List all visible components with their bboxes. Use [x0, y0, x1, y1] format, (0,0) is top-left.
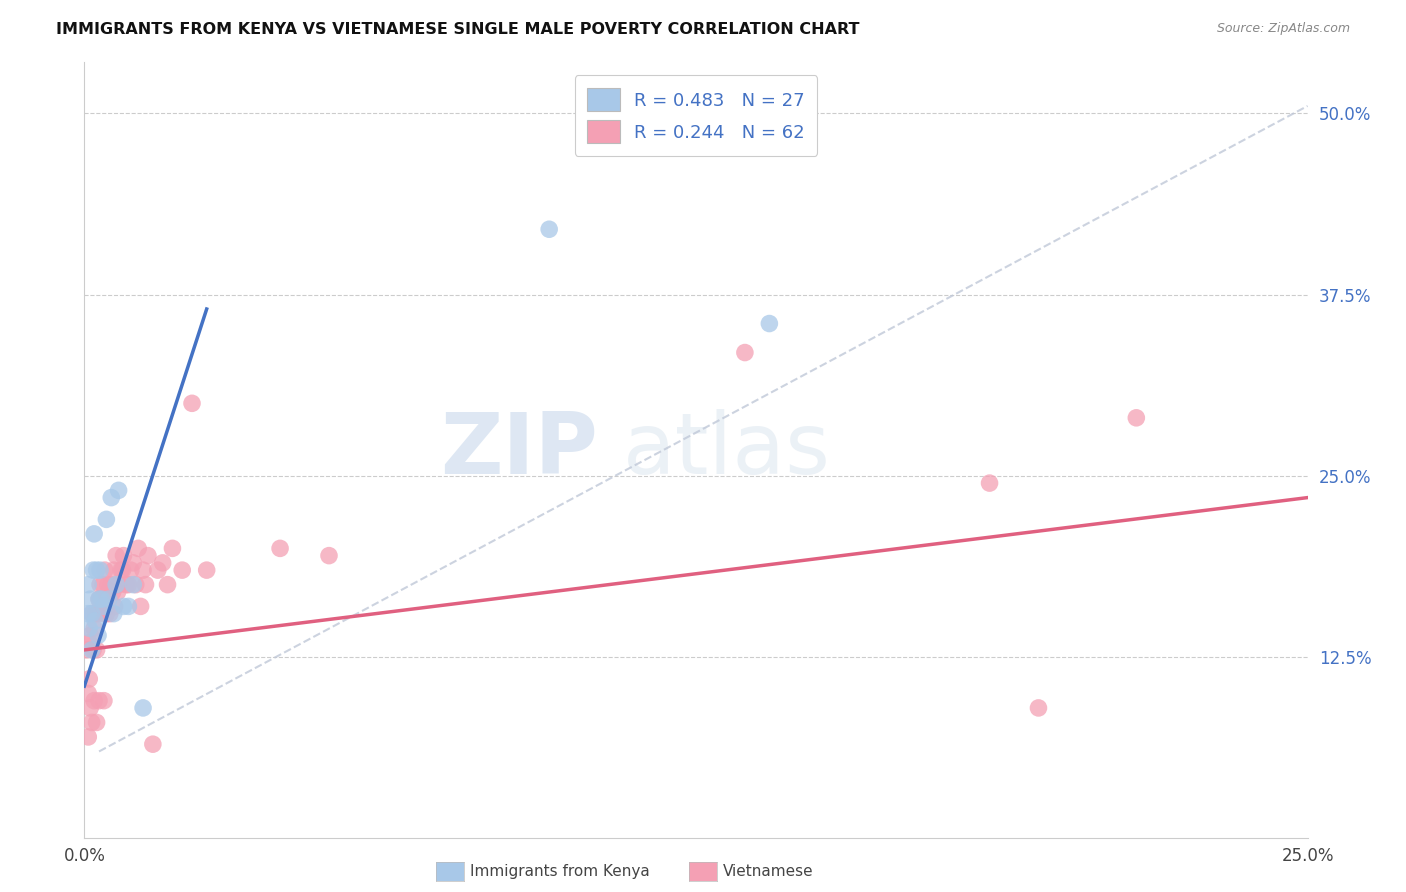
Point [127, 541, 149, 556]
Point [112, 599, 135, 614]
Point [77, 577, 100, 591]
Point [89, 563, 111, 577]
Point [87, 628, 110, 642]
Point [181, 396, 204, 410]
Point [79, 592, 101, 607]
Text: ZIP: ZIP [440, 409, 598, 492]
Point [1028, 701, 1050, 715]
Point [142, 737, 165, 751]
Point [122, 577, 145, 591]
Point [93, 694, 115, 708]
Point [98, 607, 121, 621]
Point [100, 577, 122, 591]
Point [1125, 410, 1147, 425]
Point [84, 614, 107, 628]
Point [76, 643, 98, 657]
Point [122, 556, 145, 570]
Point [269, 541, 291, 556]
Text: atlas: atlas [623, 409, 831, 492]
Point [100, 491, 122, 505]
Point [77, 730, 100, 744]
Point [162, 541, 184, 556]
Point [146, 563, 169, 577]
Point [87, 592, 110, 607]
Point [979, 476, 1001, 491]
Point [104, 599, 127, 614]
Point [77, 635, 100, 649]
Point [97, 592, 120, 607]
Point [94, 563, 117, 577]
Point [77, 621, 100, 635]
Point [87, 694, 110, 708]
Point [734, 345, 756, 359]
Point [107, 483, 129, 498]
Point [90, 592, 112, 607]
Point [97, 577, 120, 591]
Point [87, 592, 110, 607]
Point [89, 577, 111, 591]
Point [172, 563, 194, 577]
Point [79, 701, 101, 715]
Point [538, 222, 561, 236]
Point [93, 607, 115, 621]
Point [105, 549, 128, 563]
Point [125, 577, 148, 591]
Point [758, 317, 780, 331]
Text: Vietnamese: Vietnamese [723, 864, 813, 879]
Point [120, 563, 142, 577]
Point [87, 607, 110, 621]
Point [80, 715, 103, 730]
Point [103, 563, 125, 577]
Point [152, 556, 174, 570]
Point [132, 701, 155, 715]
Point [82, 643, 104, 657]
Point [111, 563, 134, 577]
Point [129, 599, 152, 614]
Point [318, 549, 340, 563]
Point [115, 577, 138, 591]
Point [86, 643, 108, 657]
Point [84, 607, 107, 621]
Point [101, 585, 124, 599]
Point [156, 577, 179, 591]
Point [86, 563, 108, 577]
Text: Source: ZipAtlas.com: Source: ZipAtlas.com [1216, 22, 1350, 36]
Point [96, 512, 118, 526]
Point [86, 715, 108, 730]
Point [77, 672, 100, 686]
Point [93, 599, 115, 614]
Point [80, 607, 103, 621]
Point [135, 577, 157, 591]
Legend: R = 0.483   N = 27, R = 0.244   N = 62: R = 0.483 N = 27, R = 0.244 N = 62 [575, 75, 817, 156]
Point [132, 563, 155, 577]
Point [90, 592, 112, 607]
Point [107, 577, 129, 591]
Point [107, 585, 129, 599]
Point [96, 607, 118, 621]
Point [105, 577, 128, 591]
Point [136, 549, 159, 563]
Point [77, 686, 100, 700]
Point [80, 607, 103, 621]
Point [195, 563, 218, 577]
Text: IMMIGRANTS FROM KENYA VS VIETNAMESE SINGLE MALE POVERTY CORRELATION CHART: IMMIGRANTS FROM KENYA VS VIETNAMESE SING… [56, 22, 859, 37]
Point [91, 577, 114, 591]
Text: Immigrants from Kenya: Immigrants from Kenya [470, 864, 650, 879]
Point [77, 607, 100, 621]
Point [103, 607, 125, 621]
Point [80, 643, 103, 657]
Point [79, 628, 101, 642]
Point [83, 694, 105, 708]
Point [83, 527, 105, 541]
Point [110, 563, 132, 577]
Point [83, 621, 105, 635]
Point [117, 577, 139, 591]
Point [117, 599, 139, 614]
Point [82, 563, 104, 577]
Point [112, 549, 135, 563]
Point [97, 585, 120, 599]
